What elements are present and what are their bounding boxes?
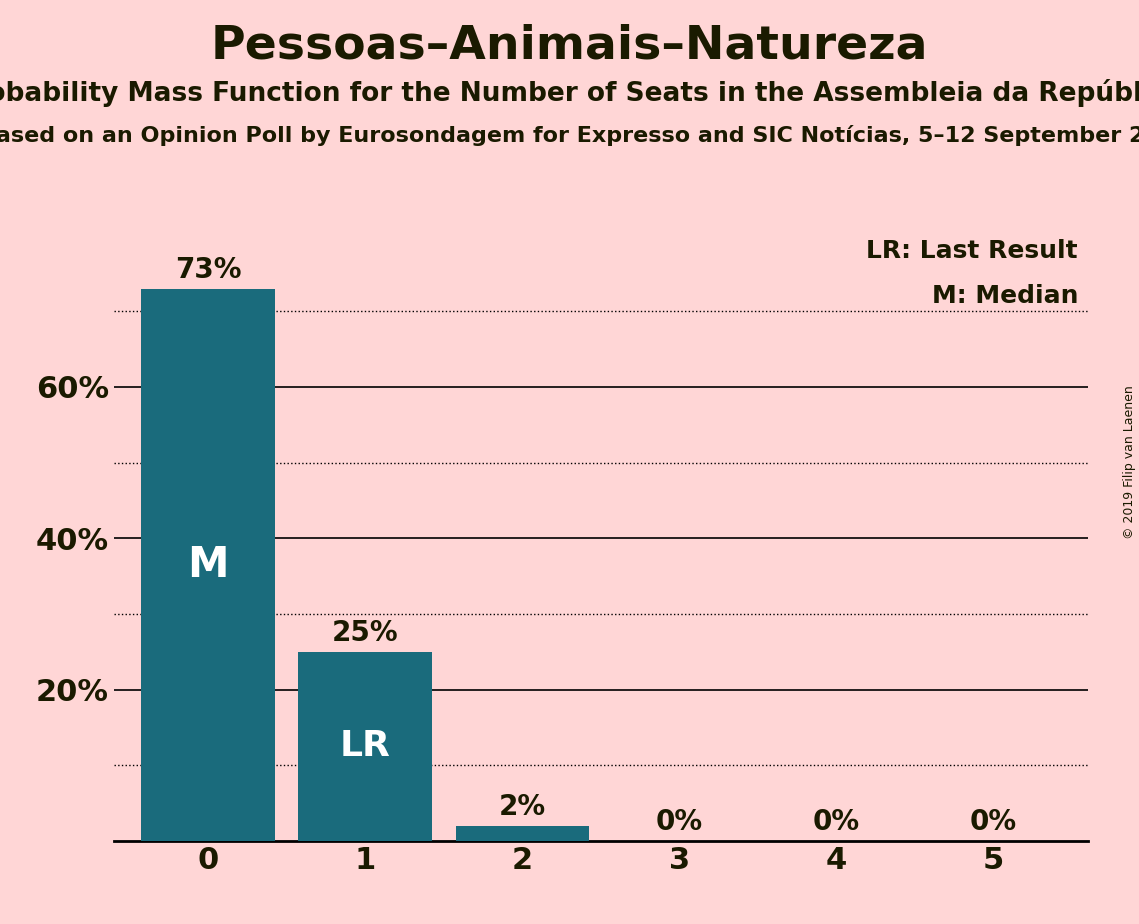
Text: 0%: 0% — [970, 808, 1017, 836]
Text: 25%: 25% — [331, 619, 399, 647]
Text: Pessoas–Animais–Natureza: Pessoas–Animais–Natureza — [211, 23, 928, 68]
Text: M: Median: M: Median — [932, 284, 1077, 308]
Bar — [298, 651, 432, 841]
Text: M: M — [188, 543, 229, 586]
Bar — [141, 288, 274, 841]
Text: 0%: 0% — [813, 808, 860, 836]
Text: LR: LR — [339, 729, 391, 763]
Bar — [456, 826, 589, 841]
Text: Probability Mass Function for the Number of Seats in the Assembleia da República: Probability Mass Function for the Number… — [0, 79, 1139, 106]
Text: 73%: 73% — [175, 256, 241, 284]
Text: LR: Last Result: LR: Last Result — [867, 238, 1077, 262]
Text: 0%: 0% — [656, 808, 703, 836]
Text: © 2019 Filip van Laenen: © 2019 Filip van Laenen — [1123, 385, 1136, 539]
Text: based on an Opinion Poll by Eurosondagem for Expresso and SIC Notícias, 5–12 Sep: based on an Opinion Poll by Eurosondagem… — [0, 125, 1139, 146]
Text: 2%: 2% — [499, 793, 546, 821]
